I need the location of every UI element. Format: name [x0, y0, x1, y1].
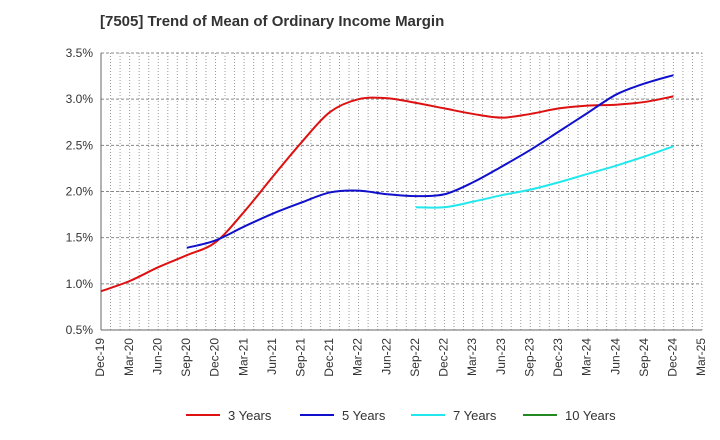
legend-swatch [523, 414, 557, 416]
legend-item: 5 Years [300, 405, 385, 425]
y-tick-label: 2.5% [66, 138, 94, 152]
x-tick-label: Mar-20 [122, 338, 136, 376]
x-tick-label: Dec-21 [322, 338, 336, 377]
series-lines [100, 74, 674, 293]
legend-item: 10 Years [523, 405, 616, 425]
y-tick-label: 3.5% [66, 46, 94, 60]
x-tick-label: Jun-24 [608, 338, 622, 375]
y-tick-labels: 0.5% 1.0% 1.5% 2.0% 2.5% 3.0% 3.5% [66, 46, 94, 337]
x-tick-label: Sep-21 [294, 338, 308, 377]
y-tick-label: 1.5% [66, 231, 94, 245]
y-tick-label: 0.5% [66, 323, 94, 337]
grid [100, 52, 703, 331]
series-line-7-years [415, 145, 674, 209]
x-tick-label: Sep-22 [408, 338, 422, 377]
x-tick-label: Dec-24 [666, 338, 680, 377]
legend-label: 3 Years [228, 407, 272, 423]
legend-item: 3 Years [186, 405, 271, 425]
legend-label: 10 Years [565, 407, 616, 423]
y-tick-label: 2.0% [66, 185, 94, 199]
x-tick-label: Dec-19 [93, 338, 107, 377]
x-tick-label: Sep-23 [522, 338, 536, 377]
x-tick-label: Jun-22 [379, 338, 393, 375]
x-tick-label: Mar-21 [236, 338, 250, 376]
series-line-5-years [186, 74, 674, 249]
axes [100, 53, 702, 331]
x-tick-label: Mar-24 [580, 338, 594, 376]
legend-swatch [411, 414, 445, 416]
legend-item: 7 Years [411, 405, 496, 425]
legend: 3 Years 5 Years 7 Years 10 Years [0, 405, 720, 425]
legend-swatch [300, 414, 334, 416]
series-line-3-years [100, 95, 674, 293]
x-tick-label: Dec-22 [437, 338, 451, 377]
x-tick-label: Jun-20 [150, 338, 164, 375]
legend-label: 7 Years [453, 407, 497, 423]
x-tick-label: Mar-23 [465, 338, 479, 376]
x-tick-label: Mar-22 [351, 338, 365, 376]
x-tick-label: Jun-23 [494, 338, 508, 375]
x-tick-label: Sep-20 [179, 338, 193, 377]
x-tick-label: Dec-23 [551, 338, 565, 377]
y-tick-label: 1.0% [66, 277, 94, 291]
x-tick-label: Mar-25 [694, 338, 708, 376]
y-tick-label: 3.0% [66, 92, 94, 106]
legend-swatch [186, 414, 220, 416]
x-tick-label: Jun-21 [265, 338, 279, 375]
x-tick-label: Sep-24 [637, 338, 651, 377]
legend-label: 5 Years [342, 407, 386, 423]
chart-title: [7505] Trend of Mean of Ordinary Income … [100, 13, 445, 30]
x-tick-labels: Dec-19 Mar-20 Jun-20 Sep-20 Dec-20 Mar-21 Jun-… [93, 338, 708, 377]
x-tick-label: Dec-20 [208, 338, 222, 377]
